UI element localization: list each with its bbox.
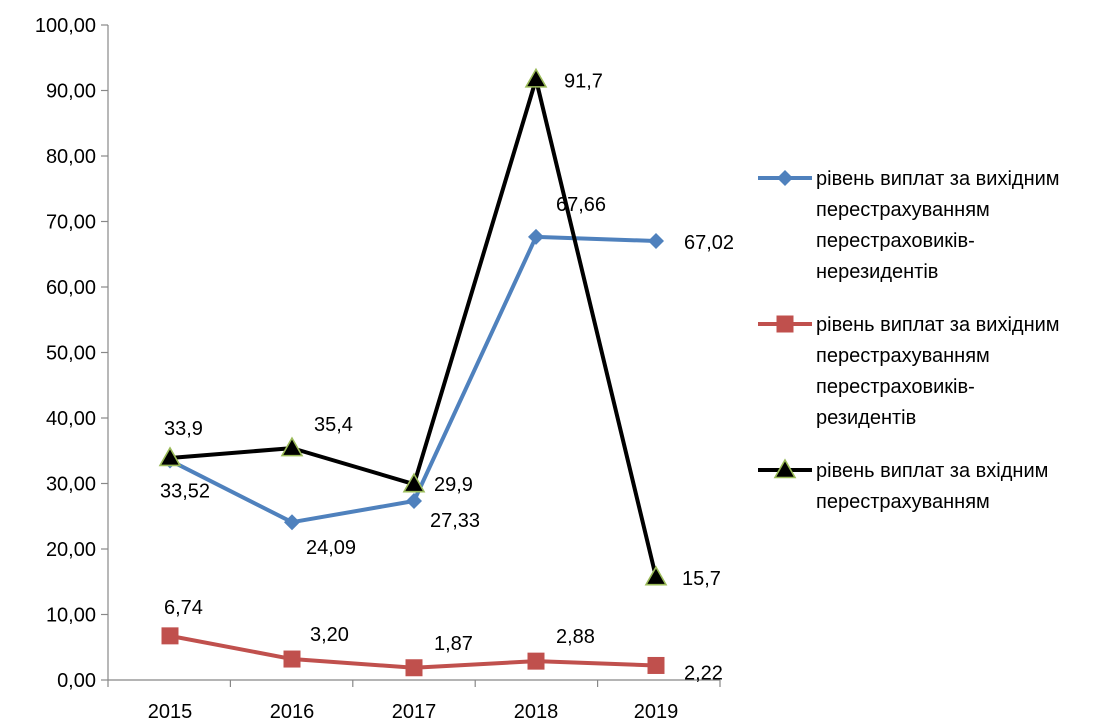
data-label: 27,33 <box>430 510 480 532</box>
data-label: 24,09 <box>306 537 356 559</box>
y-tick-label: 100,00 <box>35 15 96 37</box>
series-1-point <box>284 514 300 531</box>
series-2-point <box>527 652 545 670</box>
y-tick-label: 70,00 <box>46 212 96 234</box>
series-markers <box>158 67 668 677</box>
legend-entry-text: перестраховиків- <box>816 230 975 252</box>
x-tick-label: 2015 <box>148 701 193 723</box>
data-label: 67,02 <box>684 232 734 254</box>
x-tick-label: 2018 <box>514 701 559 723</box>
legend-entry-text: перестрахуванням <box>816 491 990 513</box>
data-label: 6,74 <box>164 597 203 619</box>
legend-entry-text: резидентів <box>816 407 916 429</box>
legend-entry-text: рівень виплат за вхідним <box>816 460 1048 482</box>
y-tick-label: 0,00 <box>57 670 96 692</box>
y-tick-label: 80,00 <box>46 146 96 168</box>
series-1-point <box>406 492 422 509</box>
data-label: 33,9 <box>164 418 203 440</box>
y-tick-label: 40,00 <box>46 408 96 430</box>
data-label: 2,22 <box>684 662 723 684</box>
chart-axes <box>101 24 721 687</box>
series-lines <box>168 77 658 670</box>
data-labels: 33,52 24,09 27,33 67,66 67,02 6,74 3,20 1,87 2,8… <box>160 70 734 684</box>
series-2-point <box>283 650 301 668</box>
legend-entry-text: рівень виплат за вихідним <box>816 314 1060 336</box>
series-2-point <box>405 659 423 677</box>
data-label: 15,7 <box>682 568 721 590</box>
legend-marker-1 <box>777 170 793 186</box>
series-3-point <box>644 565 668 586</box>
series-2-point <box>647 656 665 674</box>
series-3-point <box>280 436 304 457</box>
series-2-point <box>161 627 179 645</box>
data-label: 2,88 <box>556 626 595 648</box>
data-label: 3,20 <box>310 624 349 646</box>
data-label: 67,66 <box>556 194 606 216</box>
tick-labels: 0,00 10,00 20,00 30,00 40,00 50,00 60,00 70,00 8… <box>35 15 678 723</box>
legend-marker-2 <box>776 315 794 333</box>
y-tick-label: 10,00 <box>46 605 96 627</box>
data-label: 91,7 <box>564 70 603 92</box>
x-tick-label: 2017 <box>392 701 437 723</box>
y-tick-label: 30,00 <box>46 474 96 496</box>
legend-entry-text: перестрахуванням <box>816 345 990 367</box>
legend-entry-text: перестраховиків- <box>816 376 975 398</box>
series-3-point <box>158 446 182 467</box>
x-tick-label: 2019 <box>634 701 679 723</box>
series-1-point <box>648 233 664 250</box>
legend: рівень виплат за вихідним перестрахування… <box>758 168 1060 513</box>
legend-entry-text: рівень виплат за вихідним <box>816 168 1060 190</box>
y-tick-label: 20,00 <box>46 539 96 561</box>
legend-entry-text: нерезидентів <box>816 261 938 283</box>
series-1-point <box>528 228 544 245</box>
y-tick-label: 50,00 <box>46 343 96 365</box>
legend-entry-text: перестрахуванням <box>816 199 990 221</box>
y-tick-label: 60,00 <box>46 277 96 299</box>
data-label: 29,9 <box>434 474 473 496</box>
data-label: 33,52 <box>160 480 210 502</box>
x-tick-label: 2016 <box>270 701 315 723</box>
series-3-point <box>402 472 426 493</box>
series-3-point <box>524 67 548 88</box>
data-label: 35,4 <box>314 414 353 436</box>
y-tick-label: 90,00 <box>46 81 96 103</box>
data-label: 1,87 <box>434 633 473 655</box>
legend-marker-3 <box>773 458 797 479</box>
